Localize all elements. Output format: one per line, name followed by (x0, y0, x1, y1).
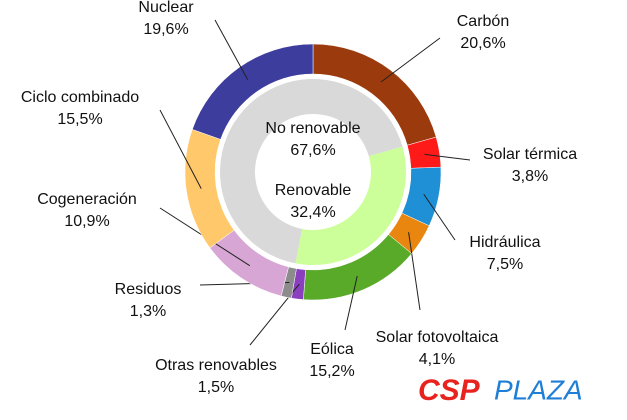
segment-label: Hidráulica (469, 234, 540, 251)
inner-value: 32,4% (290, 204, 335, 221)
leader-line (344, 275, 358, 331)
leader-line (424, 153, 471, 161)
segment-label: Cogeneración (37, 191, 137, 208)
brand-name: PLAZA (494, 374, 583, 405)
segment-value: 19,6% (143, 21, 188, 38)
segment-value: 1,5% (198, 379, 234, 396)
segment-label: Solar fotovoltaica (376, 329, 499, 346)
outer-segment (191, 43, 314, 140)
segment-value: 3,8% (512, 168, 548, 185)
segment-value: 7,5% (487, 256, 523, 273)
leader-line (159, 109, 202, 189)
segment-label: Otras renovables (155, 357, 277, 374)
segment-value: 20,6% (460, 35, 505, 52)
segment-value: 15,5% (57, 111, 102, 128)
leader-line (408, 232, 421, 311)
leader-line (380, 37, 441, 83)
segment-label: Solar térmica (483, 146, 577, 163)
segment-label: Ciclo combinado (21, 89, 139, 106)
segment-label: Residuos (115, 281, 182, 298)
segment-label: Nuclear (138, 0, 194, 16)
segment-value: 15,2% (309, 363, 354, 380)
inner-segment (220, 79, 403, 264)
segment-label: Eólica (310, 341, 354, 358)
segment-value: 1,3% (130, 303, 166, 320)
brand-mark: CSP (418, 374, 481, 407)
segment-label: Carbón (457, 13, 509, 30)
inner-value: 67,6% (290, 142, 335, 159)
leader-line (214, 19, 249, 80)
inner-label: No renovable (265, 120, 360, 137)
inner-label: Renovable (275, 182, 352, 199)
segment-value: 10,9% (64, 213, 109, 230)
segment-value: 4,1% (419, 351, 455, 368)
inner-segment (295, 146, 406, 265)
leader-line (423, 193, 456, 241)
